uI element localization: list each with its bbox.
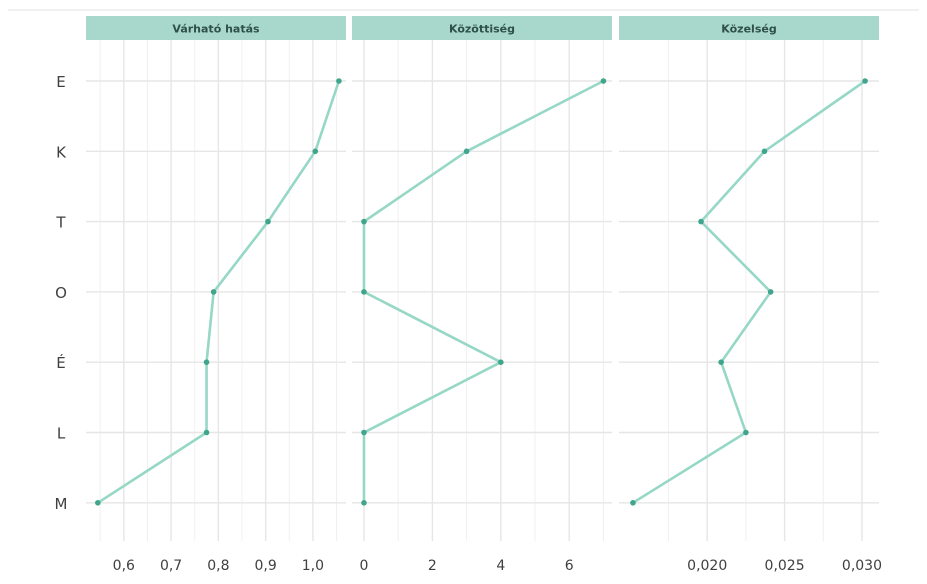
x-tick-label: 0,6 (113, 558, 135, 574)
data-point (498, 359, 504, 366)
data-point (210, 289, 217, 295)
panel-background (352, 40, 612, 541)
data-point (312, 148, 319, 155)
y-tick-label: E (56, 73, 65, 91)
data-point (463, 148, 470, 155)
data-point (336, 78, 342, 84)
facet-title: Közelség (721, 23, 776, 36)
x-tick-label: 0,7 (160, 558, 182, 574)
data-point (698, 218, 704, 225)
x-tick-label: 4 (496, 558, 505, 574)
x-tick-label: 0,030 (842, 558, 882, 574)
x-tick-label: 0,9 (255, 558, 277, 574)
x-tick-label: 6 (565, 558, 574, 574)
data-point (361, 218, 367, 225)
data-point (203, 359, 210, 366)
data-point (361, 429, 367, 436)
y-tick-label: M (55, 495, 68, 513)
facet-strip (352, 16, 612, 40)
x-tick-label: 0 (360, 558, 369, 574)
x-tick-label: 2 (428, 558, 437, 574)
facet-strip (86, 16, 346, 40)
data-point (767, 289, 774, 295)
data-point (743, 429, 749, 436)
data-point (718, 359, 724, 366)
x-tick-label: 0,020 (687, 558, 727, 574)
data-point (203, 429, 210, 436)
y-tick-label: É (56, 353, 65, 372)
panel-background (619, 40, 879, 541)
data-point (630, 500, 636, 506)
facet-strip (619, 16, 879, 40)
data-point (600, 78, 607, 84)
facet-title: Közöttiség (449, 23, 515, 36)
y-tick-label: T (55, 214, 66, 232)
x-tick-label: 1,0 (302, 558, 324, 574)
data-point (761, 148, 768, 155)
y-tick-label: K (56, 143, 67, 161)
facet-title: Várható hatás (172, 23, 260, 36)
data-point (862, 78, 868, 84)
data-point (95, 500, 101, 506)
data-point (361, 289, 367, 295)
x-tick-label: 0,025 (765, 558, 805, 574)
data-point (265, 218, 271, 225)
y-tick-label: L (57, 425, 66, 443)
data-point (361, 500, 367, 506)
y-tick-label: O (55, 284, 67, 302)
x-tick-label: 0,8 (207, 558, 229, 574)
